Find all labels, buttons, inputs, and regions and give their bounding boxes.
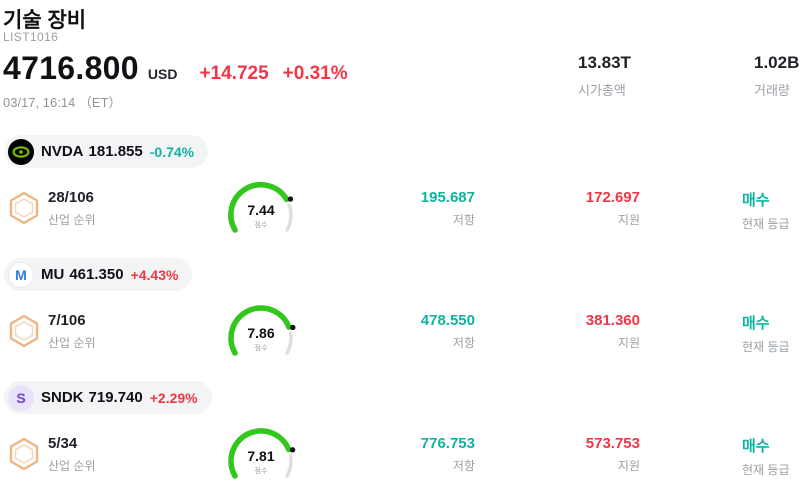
stock-row-sndk: S SNDK 719.740 +2.29% 5/34 산업 순위 7.81: [0, 381, 800, 488]
industry-rank: 5/34 산업 순위: [48, 435, 96, 474]
ticker-change-pct: +4.43%: [130, 266, 179, 283]
ticker-symbol: NVDA: [41, 143, 84, 160]
industry-rank: 7/106 산업 순위: [48, 312, 96, 351]
score-gauge: 7.81 점수: [219, 423, 303, 485]
support-col: 172.697 지원: [520, 189, 640, 228]
support-col: 573.753 지원: [520, 435, 640, 474]
volume-value: 1.02B: [754, 53, 800, 72]
score-gauge: 7.86 점수: [219, 300, 303, 362]
score-gauge: 7.44 점수: [219, 177, 303, 239]
stock-metrics: 5/34 산업 순위 7.81 점수 776.753 저항 573.753 지원…: [0, 428, 800, 488]
rating-label: 현재 등급: [742, 463, 790, 477]
rank-label: 산업 순위: [48, 336, 96, 350]
score-value: 7.86: [247, 325, 275, 341]
stock-row-mu: M MU 461.350 +4.43% 7/106 산업 순위 7.86: [0, 258, 800, 374]
resistance-value: 195.687: [420, 189, 475, 206]
rating-value: 매수: [742, 192, 770, 209]
quote-datetime: 03/17, 16:14 （ET）: [3, 95, 122, 110]
list-id: LIST1016: [3, 30, 59, 44]
industry-badge-icon: [6, 312, 42, 348]
support-value: 381.360: [585, 312, 640, 329]
volume-stat: 1.02B 거래량: [754, 53, 799, 99]
score-value: 7.44: [247, 202, 275, 218]
rating-value: 매수: [742, 315, 770, 332]
ticker-price: 719.740: [88, 389, 143, 406]
rank-value: 28/106: [48, 189, 94, 206]
ticker-price: 181.855: [88, 143, 143, 160]
rank-label: 산업 순위: [48, 459, 96, 473]
stock-row-nvda: NVDA 181.855 -0.74% 28/106 산업 순위 7.44 점수: [0, 135, 800, 251]
market-cap-label: 시가총액: [578, 83, 626, 98]
industry-badge-icon: [6, 189, 42, 225]
volume-label: 거래량: [754, 83, 790, 98]
resistance-value: 776.753: [420, 435, 475, 452]
stock-pill-nvda[interactable]: NVDA 181.855 -0.74%: [4, 135, 209, 168]
index-price: 4716.800: [3, 50, 139, 86]
stock-pill-sndk[interactable]: S SNDK 719.740 +2.29%: [4, 381, 212, 414]
micron-logo-icon: M: [8, 261, 34, 288]
industry-badge-icon: [6, 435, 42, 471]
resistance-col: 195.687 저항: [355, 189, 475, 228]
support-label: 지원: [617, 459, 640, 473]
market-cap-stat: 13.83T 시가총액: [578, 53, 631, 99]
price-change: +14.725: [199, 63, 269, 84]
index-price-row: 4716.800 USD +14.725 +0.31%: [3, 50, 348, 87]
resistance-value: 478.550: [420, 312, 475, 329]
gauge-arc: [228, 428, 296, 479]
market-cap-value: 13.83T: [578, 53, 631, 72]
stock-pill-mu[interactable]: M MU 461.350 +4.43%: [4, 258, 193, 291]
industry-rank: 28/106 산업 순위: [48, 189, 96, 228]
support-label: 지원: [617, 213, 640, 227]
ticker-change-pct: +2.29%: [149, 389, 198, 406]
resistance-label: 저항: [452, 459, 475, 473]
score-label: 점수: [254, 468, 268, 475]
ticker-price: 461.350: [69, 266, 124, 283]
rating-value: 매수: [742, 438, 770, 455]
resistance-col: 776.753 저항: [355, 435, 475, 474]
currency-label: USD: [147, 66, 178, 82]
support-label: 지원: [617, 336, 640, 350]
nvidia-logo-icon: [8, 138, 34, 165]
stock-metrics: 28/106 산업 순위 7.44 점수 195.687 저항 172.697 …: [0, 182, 800, 251]
rating-label: 현재 등급: [742, 340, 790, 354]
resistance-label: 저항: [452, 336, 475, 350]
score-value: 7.81: [247, 448, 275, 464]
rank-label: 산업 순위: [48, 213, 96, 227]
stock-metrics: 7/106 산업 순위 7.86 점수 478.550 저항 381.360 지…: [0, 305, 800, 374]
rating-col: 매수 현재 등급: [742, 435, 790, 478]
rating-col: 매수 현재 등급: [742, 312, 790, 355]
rank-value: 7/106: [48, 312, 86, 329]
rating-label: 현재 등급: [742, 217, 790, 231]
page-title: 기술 장비: [3, 9, 87, 32]
score-label: 점수: [254, 222, 268, 229]
price-change-pct: +0.31%: [282, 63, 348, 84]
support-col: 381.360 지원: [520, 312, 640, 351]
resistance-label: 저항: [452, 213, 475, 227]
score-label: 점수: [254, 345, 268, 352]
sandisk-logo-icon: S: [8, 384, 34, 411]
ticker-change-pct: -0.74%: [149, 143, 195, 160]
support-value: 172.697: [585, 189, 640, 206]
gauge-arc: [228, 305, 296, 356]
rating-col: 매수 현재 등급: [742, 189, 790, 232]
gauge-arc: [228, 182, 294, 233]
ticker-symbol: SNDK: [41, 389, 84, 406]
resistance-col: 478.550 저항: [355, 312, 475, 351]
rank-value: 5/34: [48, 435, 78, 452]
ticker-symbol: MU: [41, 266, 65, 283]
support-value: 573.753: [585, 435, 640, 452]
